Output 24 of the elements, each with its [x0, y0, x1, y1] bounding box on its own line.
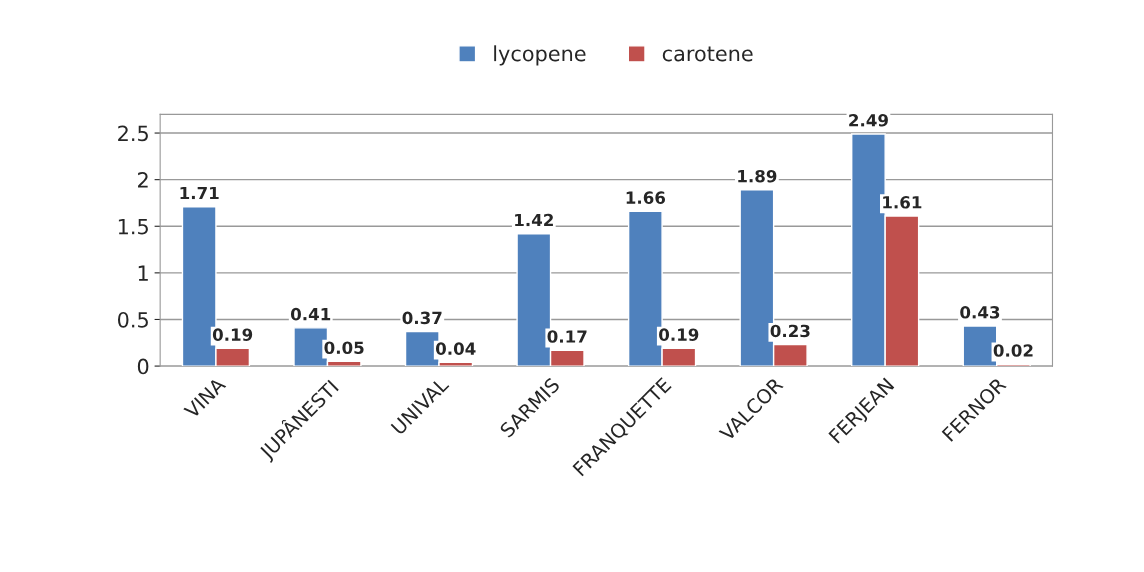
- data-label: 0.41: [290, 307, 331, 321]
- legend-label: lycopene: [494, 45, 586, 66]
- data-label: 1.61: [883, 196, 922, 209]
- data-label: 0.05: [324, 341, 364, 355]
- y-tick-label: 0.5: [117, 311, 148, 328]
- data-label: 0.04: [435, 342, 476, 355]
- data-label: 0.17: [547, 330, 587, 343]
- data-label: 2.49: [849, 113, 888, 127]
- data-label: 0.02: [993, 344, 1033, 357]
- data-label: 0.19: [212, 328, 253, 341]
- data-label: 1.71: [180, 186, 219, 200]
- data-label: 1.89: [738, 169, 777, 183]
- data-label: 1.66: [626, 191, 666, 204]
- data-label: 0.23: [770, 324, 810, 338]
- data-label: 0.43: [960, 306, 1000, 319]
- y-tick-label: 2: [138, 172, 148, 188]
- y-tick-label: 1.5: [118, 218, 148, 235]
- y-tick-label: 1: [138, 265, 148, 281]
- data-label: 0.19: [659, 328, 699, 341]
- data-label: 0.37: [402, 311, 442, 325]
- data-label: 1.42: [515, 213, 553, 227]
- y-tick-label: 0: [137, 358, 149, 375]
- y-tick-label: 2.5: [118, 125, 148, 142]
- legend-label: carotene: [662, 46, 753, 62]
